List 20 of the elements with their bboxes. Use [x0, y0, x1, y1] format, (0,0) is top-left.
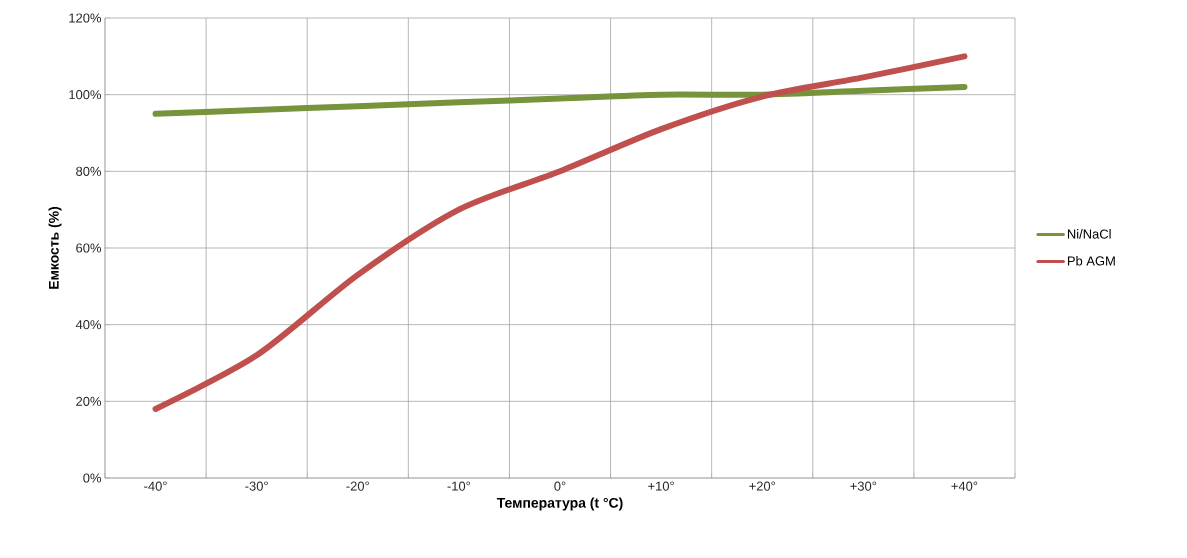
- y-tick-label: 80%: [76, 166, 102, 176]
- x-tick-label: -40°: [144, 481, 167, 491]
- x-axis-title: Температура (t °C): [496, 497, 623, 511]
- x-tick-label: +10°: [648, 481, 674, 491]
- x-tick-label: +30°: [850, 481, 877, 491]
- x-tick-label: +20°: [749, 481, 776, 491]
- y-tick-label: 60%: [76, 243, 102, 253]
- x-tick-label: +40°: [951, 481, 978, 491]
- y-tick-label: 100%: [69, 90, 102, 100]
- x-tick-label: 0°: [554, 481, 566, 491]
- y-tick-label: 120%: [69, 13, 102, 23]
- y-axis-title: Емкость (%): [48, 206, 62, 289]
- y-tick-label: 40%: [75, 320, 102, 330]
- x-tick-label: -20°: [346, 481, 369, 491]
- x-tick-label: -30°: [245, 481, 268, 491]
- y-tick-label: 20%: [76, 396, 102, 406]
- legend-label: Ni/NaCl: [1067, 229, 1111, 239]
- legend-label: Pb AGM: [1067, 255, 1115, 266]
- x-tick-label: -10°: [447, 481, 471, 491]
- y-tick-label: 0%: [83, 473, 102, 483]
